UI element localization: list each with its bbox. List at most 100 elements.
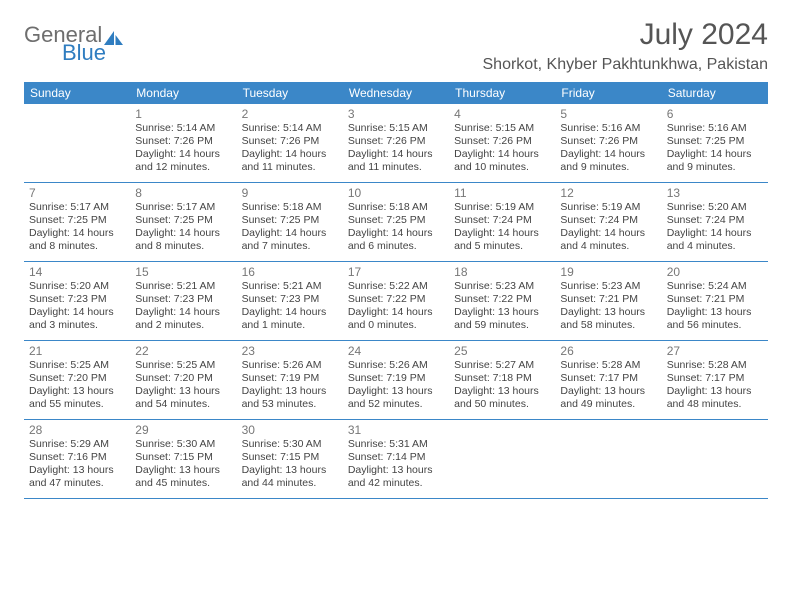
sunset-line: Sunset: 7:17 PM bbox=[560, 372, 656, 385]
daylight-line-1: Daylight: 13 hours bbox=[560, 306, 656, 319]
sunset-line: Sunset: 7:26 PM bbox=[348, 135, 444, 148]
daylight-line-1: Daylight: 14 hours bbox=[242, 227, 338, 240]
daylight-line-1: Daylight: 14 hours bbox=[454, 227, 550, 240]
daylight-line-1: Daylight: 14 hours bbox=[135, 227, 231, 240]
dayhead-sat: Saturday bbox=[662, 82, 768, 104]
sunrise-line: Sunrise: 5:17 AM bbox=[135, 201, 231, 214]
sunrise-line: Sunrise: 5:31 AM bbox=[348, 438, 444, 451]
day-number: 18 bbox=[454, 265, 550, 279]
daylight-line-1: Daylight: 14 hours bbox=[135, 148, 231, 161]
day-number: 24 bbox=[348, 344, 444, 358]
week-row: 21Sunrise: 5:25 AM Sunset: 7:20 PM Dayligh… bbox=[24, 341, 768, 420]
daylight-line-2: and 8 minutes. bbox=[29, 240, 125, 253]
sunset-line: Sunset: 7:25 PM bbox=[29, 214, 125, 227]
daylight-line-2: and 4 minutes. bbox=[667, 240, 763, 253]
daylight-line-2: and 8 minutes. bbox=[135, 240, 231, 253]
sunrise-line: Sunrise: 5:16 AM bbox=[560, 122, 656, 135]
daylight-line-1: Daylight: 14 hours bbox=[29, 306, 125, 319]
sunset-line: Sunset: 7:23 PM bbox=[29, 293, 125, 306]
sunset-line: Sunset: 7:20 PM bbox=[135, 372, 231, 385]
daylight-line-1: Daylight: 14 hours bbox=[560, 227, 656, 240]
daylight-line-2: and 6 minutes. bbox=[348, 240, 444, 253]
sunset-line: Sunset: 7:16 PM bbox=[29, 451, 125, 464]
daylight-line-2: and 3 minutes. bbox=[29, 319, 125, 332]
sunset-line: Sunset: 7:26 PM bbox=[454, 135, 550, 148]
daylight-line-2: and 4 minutes. bbox=[560, 240, 656, 253]
sunrise-line: Sunrise: 5:22 AM bbox=[348, 280, 444, 293]
day-number: 20 bbox=[667, 265, 763, 279]
day-number: 19 bbox=[560, 265, 656, 279]
daylight-line-2: and 42 minutes. bbox=[348, 477, 444, 490]
day-cell: 22Sunrise: 5:25 AMSunset: 7:20 PMDayligh… bbox=[130, 341, 236, 419]
daylight-line-1: Daylight: 13 hours bbox=[135, 464, 231, 477]
day-number: 2 bbox=[242, 107, 338, 121]
day-number: 21 bbox=[29, 344, 125, 358]
day-number: 8 bbox=[135, 186, 231, 200]
daylight-line-1: Daylight: 13 hours bbox=[454, 306, 550, 319]
sunset-line: Sunset: 7:26 PM bbox=[135, 135, 231, 148]
day-cell: 12Sunrise: 5:19 AMSunset: 7:24 PMDayligh… bbox=[555, 183, 661, 261]
sunset-line: Sunset: 7:25 PM bbox=[348, 214, 444, 227]
day-cell: 21Sunrise: 5:25 AMSunset: 7:20 PMDayligh… bbox=[24, 341, 130, 419]
sunrise-line: Sunrise: 5:20 AM bbox=[667, 201, 763, 214]
brand-logo: GeneralBlue bbox=[24, 18, 125, 64]
daylight-line-2: and 9 minutes. bbox=[560, 161, 656, 174]
week-row: 28Sunrise: 5:29 AMSunset: 7:16 PMDayligh… bbox=[24, 420, 768, 499]
sunrise-line: Sunrise: 5:30 AM bbox=[242, 438, 338, 451]
sunset-line: Sunset: 7:24 PM bbox=[454, 214, 550, 227]
brand-part2: Blue bbox=[62, 42, 125, 64]
day-cell: 13Sunrise: 5:20 AMSunset: 7:24 PMDayligh… bbox=[662, 183, 768, 261]
sunset-line: Sunset: 7:21 PM bbox=[560, 293, 656, 306]
daylight-line-1: Daylight: 14 hours bbox=[242, 306, 338, 319]
day-cell: 11Sunrise: 5:19 AMSunset: 7:24 PMDayligh… bbox=[449, 183, 555, 261]
daylight-line-2: and 5 minutes. bbox=[454, 240, 550, 253]
day-cell: 23Sunrise: 5:26 AMSunset: 7:19 PMDayligh… bbox=[237, 341, 343, 419]
sunset-line: Sunset: 7:25 PM bbox=[667, 135, 763, 148]
daylight-line-1: Daylight: 13 hours bbox=[667, 385, 763, 398]
day-number: 28 bbox=[29, 423, 125, 437]
day-cell: 4Sunrise: 5:15 AMSunset: 7:26 PMDaylight… bbox=[449, 104, 555, 182]
day-number: 29 bbox=[135, 423, 231, 437]
day-cell: 18Sunrise: 5:23 AMSunset: 7:22 PMDayligh… bbox=[449, 262, 555, 340]
weeks-container: 1Sunrise: 5:14 AMSunset: 7:26 PMDaylight… bbox=[24, 104, 768, 499]
daylight-line-2: and 12 minutes. bbox=[135, 161, 231, 174]
week-row: 1Sunrise: 5:14 AMSunset: 7:26 PMDaylight… bbox=[24, 104, 768, 183]
day-number: 25 bbox=[454, 344, 550, 358]
daylight-line-1: Daylight: 13 hours bbox=[348, 385, 444, 398]
day-number: 15 bbox=[135, 265, 231, 279]
day-number: 16 bbox=[242, 265, 338, 279]
day-number: 31 bbox=[348, 423, 444, 437]
day-cell: 5Sunrise: 5:16 AMSunset: 7:26 PMDaylight… bbox=[555, 104, 661, 182]
sunrise-line: Sunrise: 5:23 AM bbox=[454, 280, 550, 293]
day-cell: 7Sunrise: 5:17 AMSunset: 7:25 PMDaylight… bbox=[24, 183, 130, 261]
day-number: 14 bbox=[29, 265, 125, 279]
day-cell bbox=[24, 104, 130, 182]
day-cell: 14Sunrise: 5:20 AMSunset: 7:23 PMDayligh… bbox=[24, 262, 130, 340]
daylight-line-2: and 11 minutes. bbox=[242, 161, 338, 174]
day-cell: 25Sunrise: 5:27 AMSunset: 7:18 PMDayligh… bbox=[449, 341, 555, 419]
daylight-line-2: and 44 minutes. bbox=[242, 477, 338, 490]
sunset-line: Sunset: 7:24 PM bbox=[560, 214, 656, 227]
day-cell bbox=[555, 420, 661, 498]
daylight-line-2: and 48 minutes. bbox=[667, 398, 763, 411]
sunrise-line: Sunrise: 5:14 AM bbox=[242, 122, 338, 135]
day-number: 26 bbox=[560, 344, 656, 358]
day-cell bbox=[449, 420, 555, 498]
daylight-line-2: and 2 minutes. bbox=[135, 319, 231, 332]
sunrise-line: Sunrise: 5:23 AM bbox=[560, 280, 656, 293]
sunrise-line: Sunrise: 5:21 AM bbox=[242, 280, 338, 293]
day-number: 1 bbox=[135, 107, 231, 121]
dayhead-wed: Wednesday bbox=[343, 82, 449, 104]
day-number: 10 bbox=[348, 186, 444, 200]
day-cell: 17Sunrise: 5:22 AMSunset: 7:22 PMDayligh… bbox=[343, 262, 449, 340]
daylight-line-2: and 52 minutes. bbox=[348, 398, 444, 411]
sunrise-line: Sunrise: 5:18 AM bbox=[348, 201, 444, 214]
sunrise-line: Sunrise: 5:26 AM bbox=[242, 359, 338, 372]
sunset-line: Sunset: 7:21 PM bbox=[667, 293, 763, 306]
day-cell: 27Sunrise: 5:28 AMSunset: 7:17 PMDayligh… bbox=[662, 341, 768, 419]
sunset-line: Sunset: 7:15 PM bbox=[242, 451, 338, 464]
day-number: 30 bbox=[242, 423, 338, 437]
daylight-line-1: Daylight: 14 hours bbox=[667, 227, 763, 240]
dayhead-tue: Tuesday bbox=[237, 82, 343, 104]
sunrise-line: Sunrise: 5:25 AM bbox=[29, 359, 125, 372]
